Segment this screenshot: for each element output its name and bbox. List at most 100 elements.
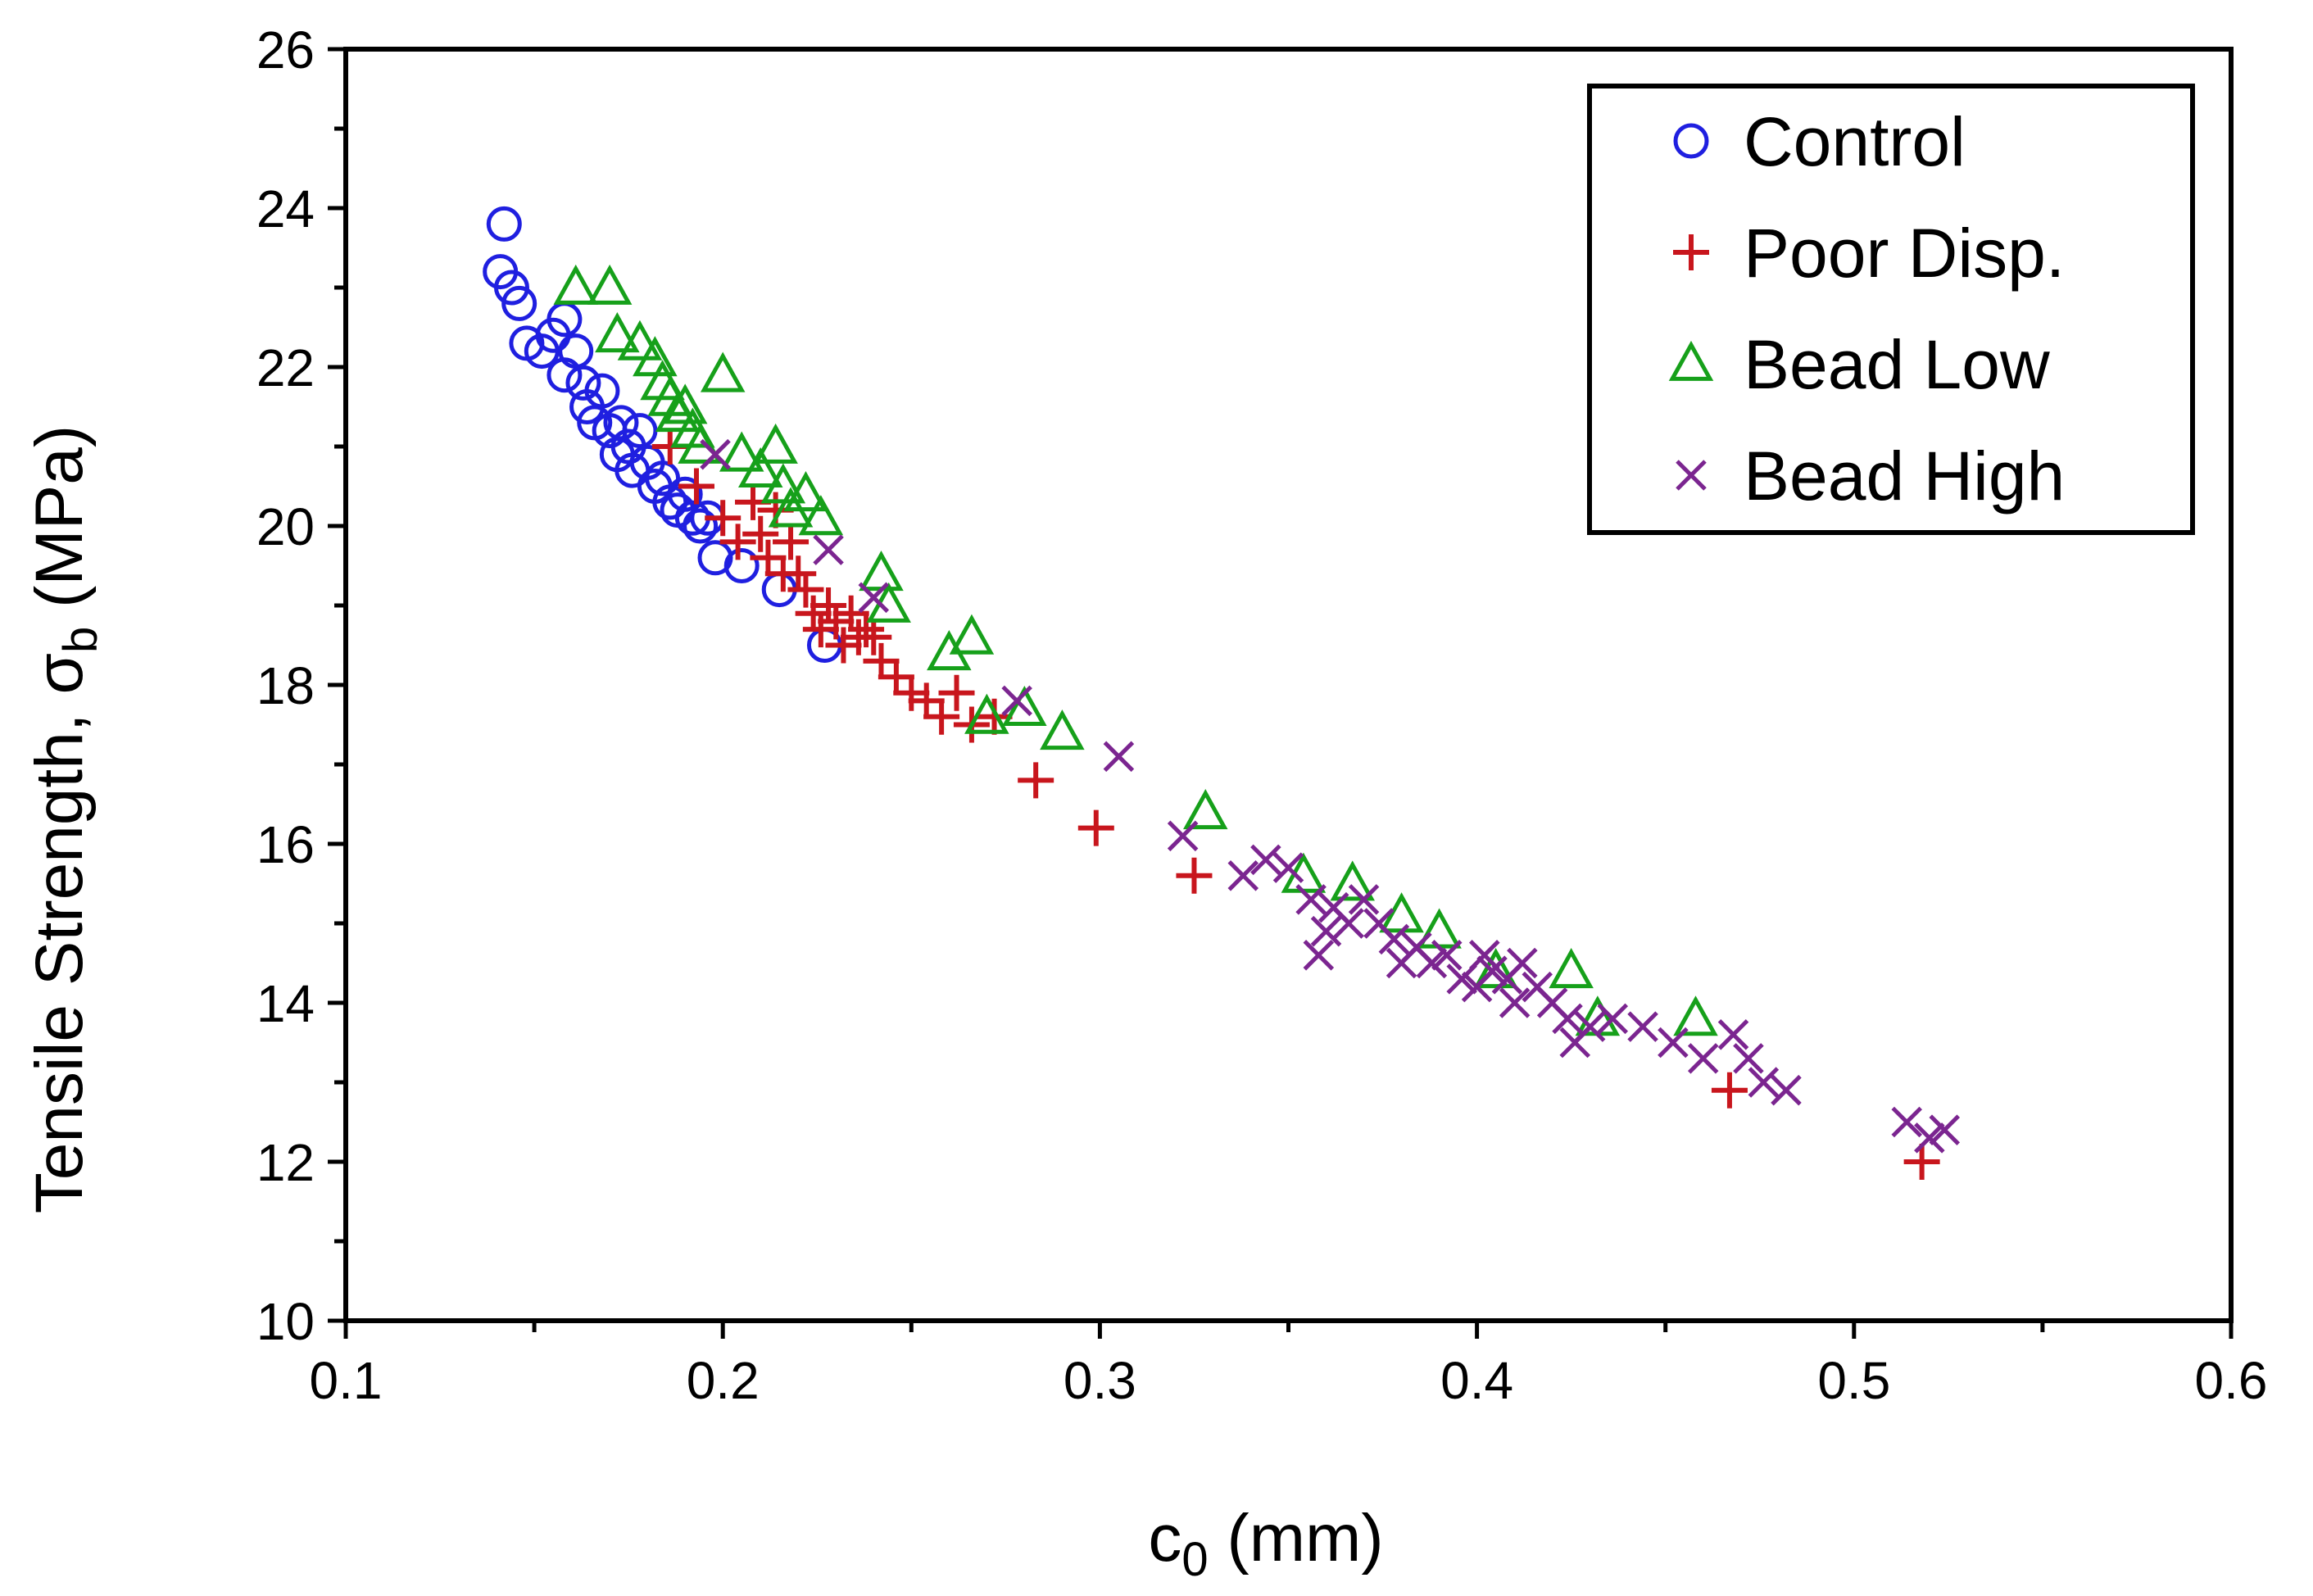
data-point bbox=[587, 264, 633, 305]
data-point bbox=[1687, 1043, 1719, 1074]
y-axis-title-main: Tensile Strength, σ bbox=[22, 653, 97, 1213]
series-poor-disp bbox=[651, 428, 1940, 1180]
data-point bbox=[678, 423, 723, 464]
data-point bbox=[795, 595, 832, 632]
data-point bbox=[1378, 923, 1410, 955]
legend-item: Bead High bbox=[1676, 438, 2065, 515]
data-point bbox=[603, 405, 639, 441]
y-axis-title-subscript: b bbox=[54, 627, 107, 653]
data-point bbox=[1499, 987, 1531, 1018]
data-point bbox=[1771, 1074, 1802, 1106]
x-axis: 0.1 0.2 0.3 0.4 0.5 0.6 bbox=[310, 1321, 2267, 1410]
x-axis-title: c0 (mm) bbox=[1148, 1501, 1383, 1586]
data-point bbox=[818, 603, 855, 640]
data-point bbox=[908, 682, 945, 719]
legend-marker bbox=[1673, 234, 1709, 270]
data-point bbox=[878, 659, 914, 696]
data-point bbox=[1417, 908, 1462, 949]
y-tick-label: 20 bbox=[256, 497, 315, 556]
data-point bbox=[1295, 884, 1327, 915]
data-point bbox=[1040, 710, 1085, 750]
data-point bbox=[1183, 789, 1228, 830]
data-point bbox=[1018, 762, 1054, 799]
data-point bbox=[1310, 915, 1342, 947]
data-point bbox=[798, 495, 844, 536]
data-point bbox=[949, 614, 995, 655]
data-point bbox=[617, 320, 663, 360]
data-point bbox=[810, 587, 847, 623]
data-point bbox=[866, 582, 911, 623]
data-point bbox=[783, 471, 828, 512]
y-axis-title-unit: (MPa) bbox=[22, 425, 97, 627]
data-point bbox=[700, 438, 731, 470]
y-axis-title: Tensile Strength, σb (MPa) bbox=[22, 425, 107, 1213]
x-axis-title-subscript: 0 bbox=[1181, 1533, 1208, 1586]
data-point bbox=[719, 431, 764, 472]
data-point bbox=[832, 595, 869, 632]
legend-label: Control bbox=[1744, 103, 1966, 180]
data-point bbox=[1077, 809, 1114, 846]
data-point bbox=[1002, 685, 1047, 726]
data-point bbox=[1711, 1072, 1748, 1109]
data-point bbox=[493, 270, 529, 306]
data-point bbox=[976, 698, 1013, 735]
data-point bbox=[1914, 1122, 1945, 1154]
legend-marker bbox=[1668, 340, 1714, 381]
data-point bbox=[813, 534, 844, 565]
data-point bbox=[923, 698, 960, 735]
data-point bbox=[1748, 1067, 1780, 1098]
data-point bbox=[595, 312, 640, 353]
legend-label: Bead High bbox=[1744, 438, 2065, 515]
data-point bbox=[742, 515, 779, 552]
data-point bbox=[705, 500, 742, 537]
data-point bbox=[855, 619, 892, 655]
data-point bbox=[1891, 1106, 1922, 1138]
data-point bbox=[723, 548, 760, 583]
data-point bbox=[964, 693, 1009, 734]
legend-item: Control bbox=[1673, 103, 1966, 180]
data-point bbox=[1469, 940, 1500, 971]
data-point bbox=[1103, 741, 1135, 773]
data-point bbox=[1227, 860, 1259, 891]
data-point bbox=[780, 555, 817, 592]
data-point bbox=[683, 508, 719, 544]
data-point bbox=[1416, 947, 1448, 979]
data-point bbox=[737, 447, 783, 487]
data-point bbox=[1733, 1043, 1764, 1074]
x-axis-title-main: c bbox=[1148, 1501, 1181, 1576]
data-point bbox=[938, 674, 975, 711]
data-point bbox=[773, 524, 810, 560]
data-point bbox=[553, 264, 598, 305]
x-tick-label: 0.4 bbox=[1440, 1351, 1513, 1410]
data-point bbox=[667, 476, 703, 512]
data-point bbox=[1167, 820, 1199, 852]
data-point bbox=[1929, 1114, 1961, 1145]
data-point bbox=[1333, 908, 1364, 939]
legend: Control Poor Disp. Bead Low Bead High bbox=[1587, 84, 2195, 535]
data-point bbox=[1903, 1144, 1940, 1180]
data-point bbox=[622, 413, 658, 449]
data-point bbox=[700, 351, 746, 392]
data-point bbox=[1627, 1011, 1658, 1042]
data-point bbox=[1658, 1027, 1689, 1059]
legend-item: Bead Low bbox=[1668, 326, 2050, 403]
series-bead-high bbox=[700, 438, 1961, 1154]
data-point bbox=[655, 392, 701, 433]
legend-marker bbox=[1676, 460, 1707, 491]
data-point bbox=[719, 524, 756, 560]
data-point bbox=[1552, 1003, 1583, 1035]
x-tick-label: 0.5 bbox=[1817, 1351, 1890, 1410]
y-tick-label: 12 bbox=[256, 1133, 315, 1192]
data-point bbox=[1673, 995, 1718, 1036]
data-point bbox=[1001, 685, 1032, 717]
data-point bbox=[802, 611, 839, 648]
series-control bbox=[483, 206, 842, 663]
data-point bbox=[1597, 1003, 1629, 1035]
y-tick-label: 22 bbox=[256, 338, 315, 397]
legend-label: Bead Low bbox=[1744, 326, 2050, 403]
data-point bbox=[1176, 857, 1213, 894]
data-point bbox=[678, 468, 714, 505]
data-point bbox=[753, 423, 798, 464]
y-tick-label: 24 bbox=[256, 179, 315, 238]
